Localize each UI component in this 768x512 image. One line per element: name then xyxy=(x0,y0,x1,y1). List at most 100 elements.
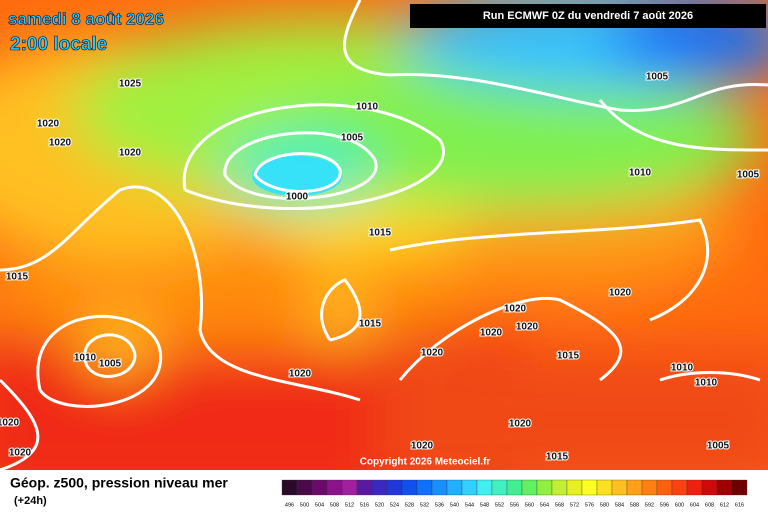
colorbar-label: 600 xyxy=(675,502,684,508)
colorbar-label: 560 xyxy=(525,502,534,508)
colorbar-label: 616 xyxy=(735,502,744,508)
colorbar-label: 524 xyxy=(390,502,399,508)
colorbar-label: 552 xyxy=(495,502,504,508)
colorbar-swatch xyxy=(536,479,553,496)
run-text: Run ECMWF 0Z du vendredi 7 août 2026 xyxy=(483,10,693,22)
isobar-label: 1015 xyxy=(546,452,569,463)
colorbar-swatch xyxy=(401,479,418,496)
isobar-label: 1020 xyxy=(421,348,444,359)
colorbar-swatch xyxy=(641,479,658,496)
isobar-label: 1025 xyxy=(119,79,142,90)
colorbar-label: 544 xyxy=(465,502,474,508)
colorbar-label: 528 xyxy=(405,502,414,508)
colorbar-label: 608 xyxy=(705,502,714,508)
colorbar-label: 536 xyxy=(435,502,444,508)
colorbar-label: 540 xyxy=(450,502,459,508)
isobar-label: 1020 xyxy=(509,419,532,430)
colorbar-swatch xyxy=(686,479,703,496)
colorbar: 496 500 504 508 512 516 520 524 528 532 536 540 544 5… xyxy=(281,479,748,508)
colorbar-label: 516 xyxy=(360,502,369,508)
legend-title: Géop. z500, pression niveau mer xyxy=(10,475,228,491)
colorbar-swatch xyxy=(386,479,403,496)
isobar-label: 1020 xyxy=(9,448,32,459)
isobars xyxy=(0,0,768,408)
colorbar-swatch xyxy=(296,479,313,496)
isobar-label: 1005 xyxy=(737,170,760,181)
isobar-label: 1010 xyxy=(74,353,97,364)
colorbar-label: 612 xyxy=(720,502,729,508)
date: samedi 8 août 2026 xyxy=(8,9,164,28)
isobar-label: 1020 xyxy=(119,148,142,159)
colorbar-label: 588 xyxy=(630,502,639,508)
colorbar-label: 512 xyxy=(345,502,354,508)
isobar-label: 1015 xyxy=(359,319,382,330)
colorbar-swatch xyxy=(446,479,463,496)
isobar-label: 1020 xyxy=(37,119,60,130)
colorbar-swatch xyxy=(431,479,448,496)
colorbar-label: 496 xyxy=(285,502,294,508)
isobar-label: 1005 xyxy=(646,72,669,83)
colorbar-swatch xyxy=(551,479,568,496)
isobar-label: 1005 xyxy=(99,359,122,370)
isobar-labels: 1025102010201020101010051000101510151015… xyxy=(0,71,761,464)
isobar-label: 1015 xyxy=(369,228,392,239)
isobar-label: 1010 xyxy=(695,378,718,389)
colorbar-swatch xyxy=(731,479,748,496)
colorbar-label: 584 xyxy=(615,502,624,508)
colorbar-label: 604 xyxy=(690,502,699,508)
colorbar-label: 568 xyxy=(555,502,564,508)
colorbar-swatch xyxy=(311,479,328,496)
colorbar-label: 580 xyxy=(600,502,609,508)
colorbar-label: 556 xyxy=(510,502,519,508)
colorbar-swatch xyxy=(326,479,343,496)
colorbar-label: 596 xyxy=(660,502,669,508)
colorbar-swatch xyxy=(356,479,373,496)
isobar-label: 1020 xyxy=(504,304,527,315)
isobar-label: 1020 xyxy=(411,441,434,452)
colorbar-swatch xyxy=(521,479,538,496)
colorbar-swatch xyxy=(611,479,628,496)
isobar-label: 1020 xyxy=(49,138,72,149)
colorbar-swatch xyxy=(506,479,523,496)
isobar-label: 1020 xyxy=(480,328,503,339)
legend-lead: (+24h) xyxy=(14,495,47,507)
colorbar-swatch xyxy=(656,479,673,496)
isobar-label: 1000 xyxy=(286,192,309,203)
colorbar-swatch xyxy=(581,479,598,496)
isobar-label: 1010 xyxy=(671,363,694,374)
colorbar-swatch xyxy=(566,479,583,496)
colorbar-swatch xyxy=(491,479,508,496)
colorbar-swatch xyxy=(671,479,688,496)
isobar-label: 1010 xyxy=(356,102,379,113)
isobar-label: 1020 xyxy=(609,288,632,299)
isobar-label: 1020 xyxy=(0,418,20,429)
colorbar-swatch xyxy=(341,479,358,496)
colorbar-label: 564 xyxy=(540,502,549,508)
isobar-label: 1005 xyxy=(707,441,730,452)
colorbar-label: 548 xyxy=(480,502,489,508)
colorbar-label: 532 xyxy=(420,502,429,508)
colorbar-swatch xyxy=(416,479,433,496)
colorbar-swatch xyxy=(626,479,643,496)
time: 2:00 locale xyxy=(10,34,107,55)
colorbar-label: 572 xyxy=(570,502,579,508)
colorbar-swatch xyxy=(461,479,478,496)
isobar-label: 1010 xyxy=(629,168,652,179)
colorbar-label: 576 xyxy=(585,502,594,508)
colorbar-label: 508 xyxy=(330,502,339,508)
colorbar-label: 504 xyxy=(315,502,324,508)
colorbar-label: 500 xyxy=(300,502,309,508)
colorbar-swatch xyxy=(701,479,718,496)
copyright: Copyright 2026 Meteociel.fr xyxy=(360,457,491,468)
isobar-label: 1020 xyxy=(289,369,312,380)
colorbar-label: 520 xyxy=(375,502,384,508)
isobar-label: 1015 xyxy=(6,272,29,283)
colorbar-swatch xyxy=(716,479,733,496)
isobar-label: 1020 xyxy=(516,322,539,333)
colorbar-label: 592 xyxy=(645,502,654,508)
isobar-label: 1005 xyxy=(341,133,364,144)
run-box xyxy=(410,4,766,28)
colorbar-swatch xyxy=(371,479,388,496)
